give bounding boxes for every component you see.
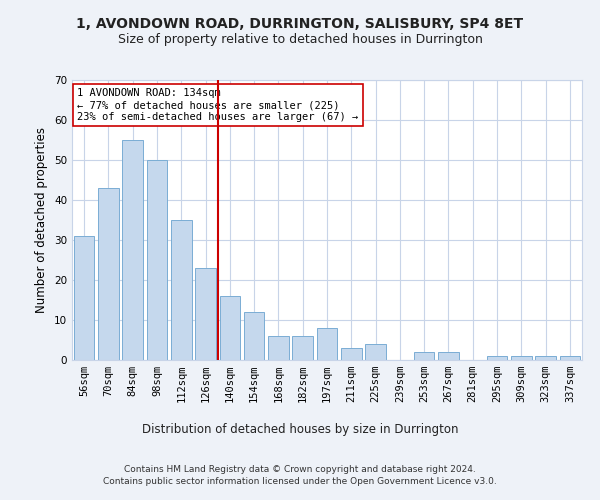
Text: Size of property relative to detached houses in Durrington: Size of property relative to detached ho… [118,32,482,46]
Bar [171,220,191,360]
Bar [268,336,289,360]
Bar [511,356,532,360]
Bar [365,344,386,360]
Bar [341,348,362,360]
Bar [292,336,313,360]
Bar [438,352,459,360]
Bar [98,188,119,360]
Text: Contains public sector information licensed under the Open Government Licence v3: Contains public sector information licen… [103,478,497,486]
Bar [74,236,94,360]
Text: 1, AVONDOWN ROAD, DURRINGTON, SALISBURY, SP4 8ET: 1, AVONDOWN ROAD, DURRINGTON, SALISBURY,… [76,18,524,32]
Text: 1 AVONDOWN ROAD: 134sqm
← 77% of detached houses are smaller (225)
23% of semi-d: 1 AVONDOWN ROAD: 134sqm ← 77% of detache… [77,88,358,122]
Bar [560,356,580,360]
Bar [244,312,265,360]
Bar [317,328,337,360]
Bar [146,160,167,360]
Y-axis label: Number of detached properties: Number of detached properties [35,127,49,313]
Bar [535,356,556,360]
Bar [414,352,434,360]
Bar [195,268,216,360]
Bar [487,356,508,360]
Bar [220,296,240,360]
Bar [122,140,143,360]
Text: Contains HM Land Registry data © Crown copyright and database right 2024.: Contains HM Land Registry data © Crown c… [124,465,476,474]
Text: Distribution of detached houses by size in Durrington: Distribution of detached houses by size … [142,422,458,436]
